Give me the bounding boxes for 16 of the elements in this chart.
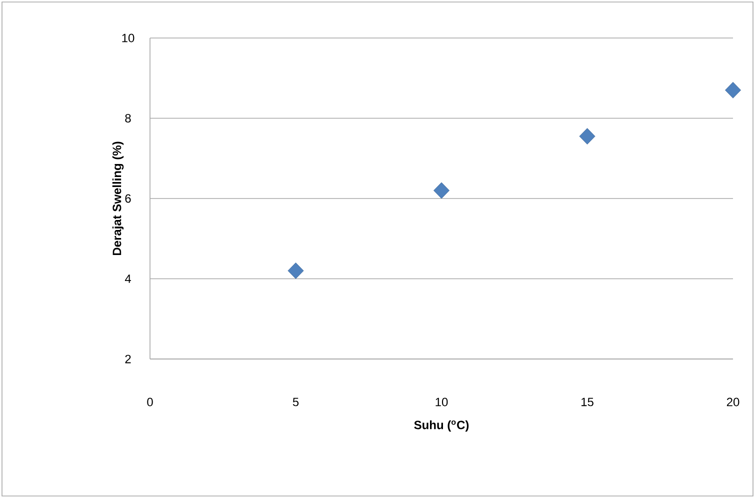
x-tick-label: 0 <box>147 398 153 406</box>
x-tick-label: 5 <box>292 398 299 406</box>
y-tick-label: 4 <box>124 274 131 283</box>
x-tick-label: 10 <box>436 398 448 406</box>
y-tick-label: 6 <box>125 194 131 203</box>
x-axis-title: Suhu ($^{o}$C) <box>414 420 469 432</box>
point <box>579 128 596 145</box>
x-tick-label: 15 <box>581 398 594 406</box>
y-tick-label: 10 <box>122 34 134 42</box>
y-tick-label: 8 <box>125 114 131 122</box>
point <box>434 182 450 199</box>
point <box>725 82 742 98</box>
x-tick-label: 20 <box>726 398 740 406</box>
point <box>288 262 304 279</box>
y-tick-label: 2 <box>125 354 131 364</box>
y-axis-title: Derajat Swelling (%) <box>112 142 124 256</box>
